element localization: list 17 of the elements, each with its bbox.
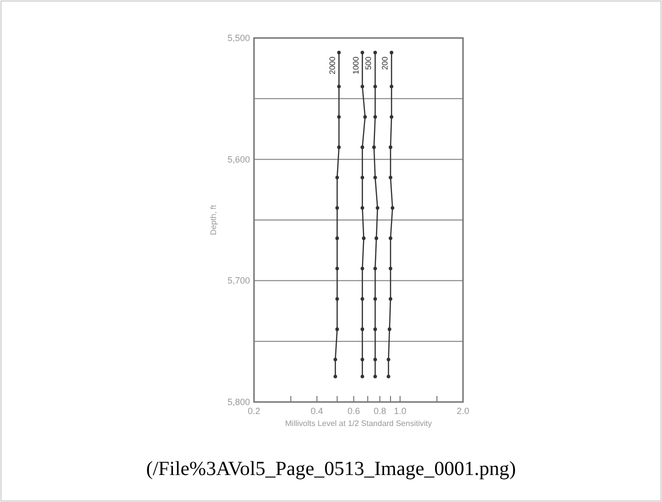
text: 500 bbox=[364, 56, 374, 70]
x-tick-label: 0.8 bbox=[374, 406, 386, 416]
x-tick-label: 0.4 bbox=[310, 406, 324, 416]
x-tick-label: 2.0 bbox=[456, 406, 470, 416]
y-tick-label: 5,700 bbox=[227, 276, 250, 286]
text: 200 bbox=[380, 56, 390, 70]
y-tick-label: 5,600 bbox=[227, 154, 250, 164]
x-tick-label: 0.2 bbox=[248, 406, 260, 416]
y-axis-title: Depth, ft bbox=[209, 204, 218, 236]
x-axis-title: Millivolts Level at 1/2 Standard Sensitivity bbox=[285, 419, 432, 428]
x-tick-label: 1.0 bbox=[394, 406, 406, 416]
text: 2000 bbox=[328, 56, 337, 74]
y-tick-label: 5,800 bbox=[227, 397, 250, 407]
y-tick-label: 5,500 bbox=[227, 33, 250, 43]
x-tick-label: 0.6 bbox=[347, 406, 360, 416]
text: 1000 bbox=[351, 56, 360, 74]
text: (/File%3AVol5_Page_0513_Image_0001.png) bbox=[146, 458, 516, 480]
